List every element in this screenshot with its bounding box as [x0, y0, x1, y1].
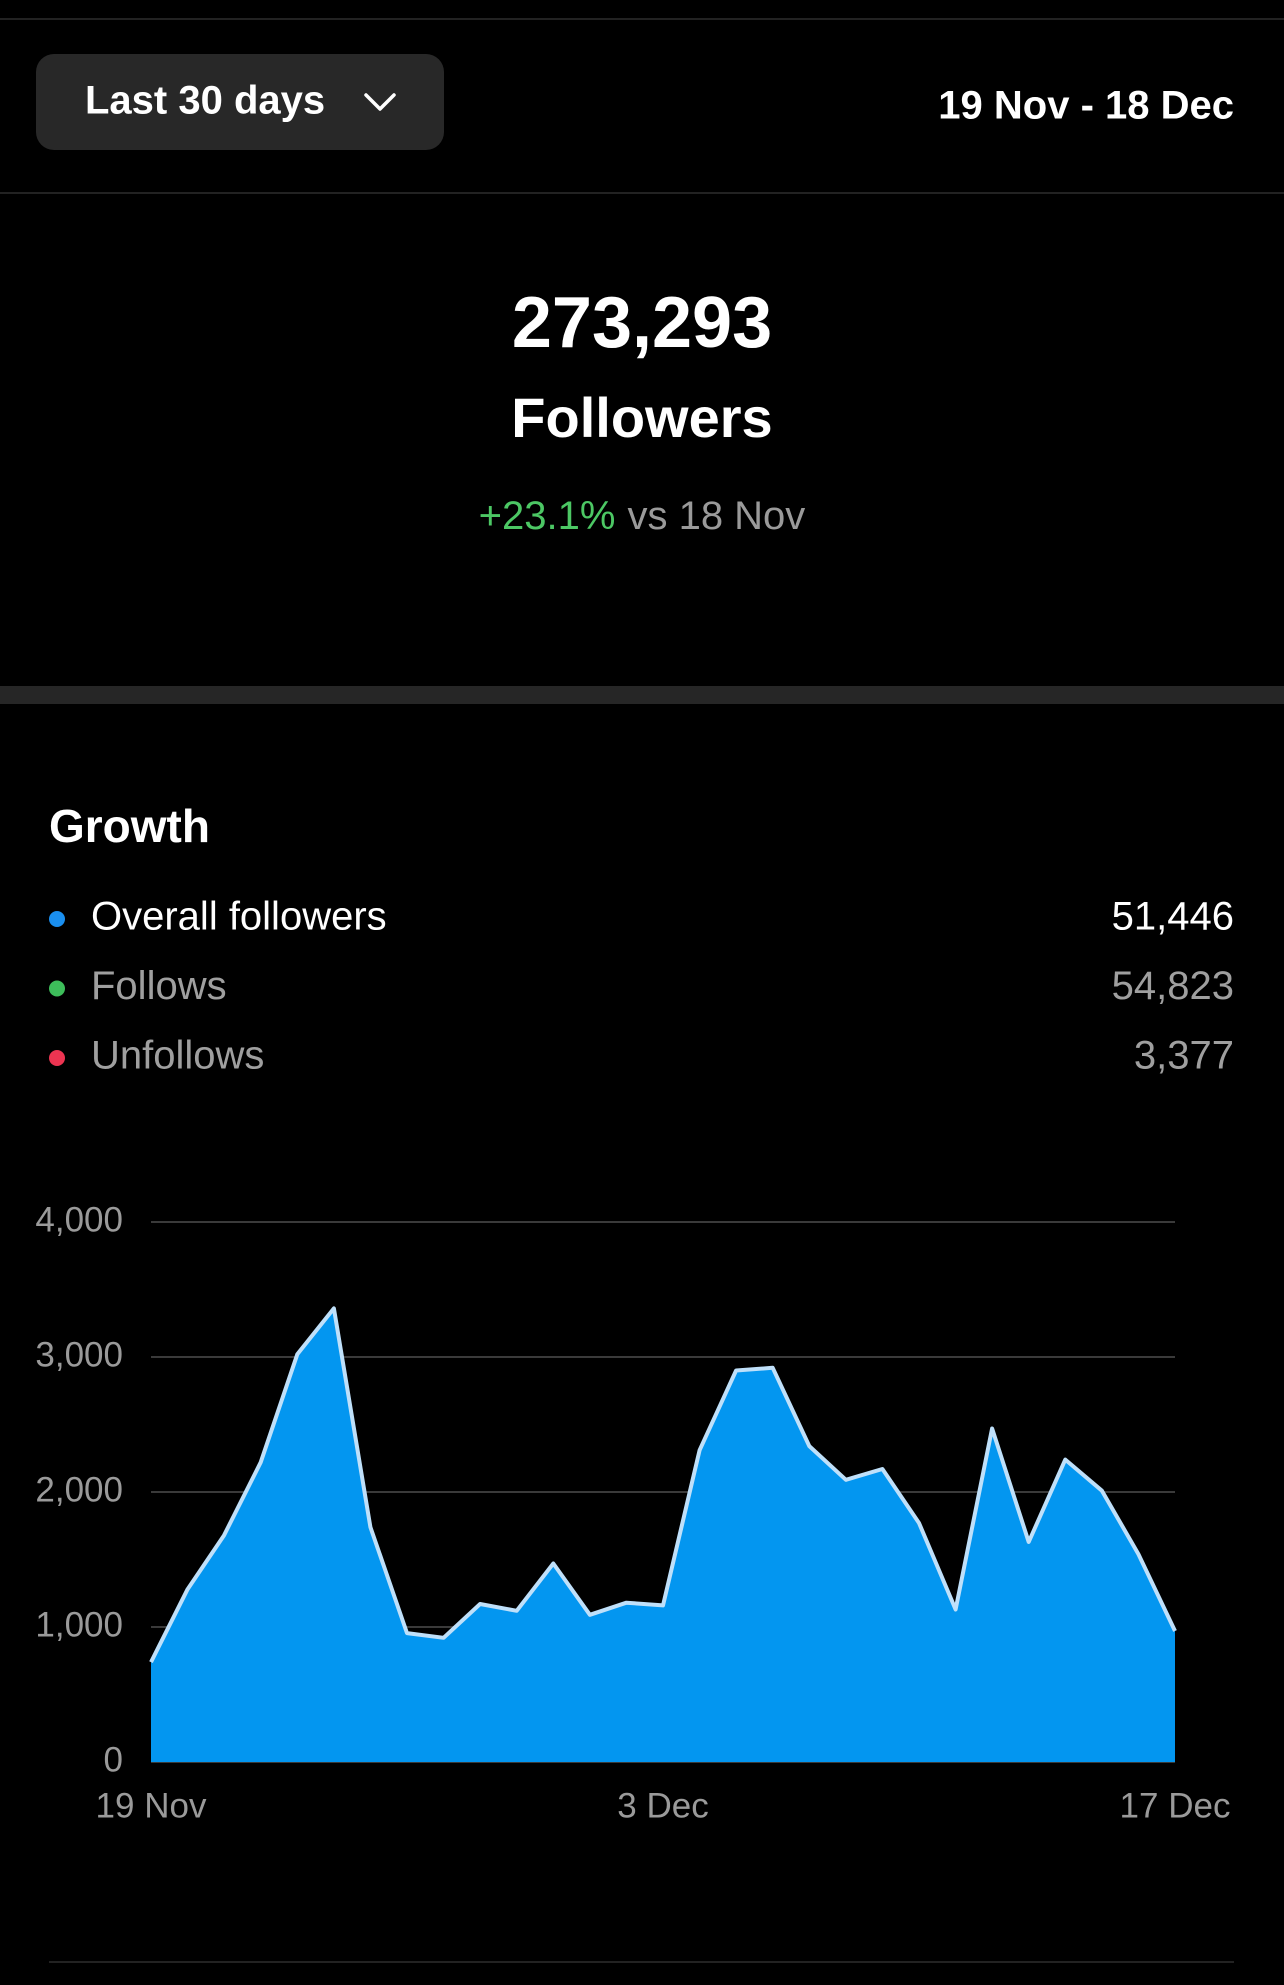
section-separator [0, 686, 1284, 704]
area-line [149, 1306, 1177, 1663]
legend-label: Overall followers [91, 895, 387, 939]
legend-label: Follows [91, 964, 227, 1008]
follower-label: Followers [511, 386, 772, 449]
legend-value: 51,446 [1112, 895, 1234, 939]
x-tick-label: 17 Dec [1120, 1786, 1231, 1825]
y-tick-label: 0 [104, 1740, 123, 1779]
legend-label: Unfollows [91, 1034, 264, 1078]
dropdown-label[interactable]: Last 30 days [85, 79, 325, 123]
comparison: vs 18 Nov [627, 494, 805, 538]
area-fill [151, 1308, 1175, 1762]
change: +23.1% [479, 494, 616, 538]
y-tick-label: 3,000 [35, 1335, 123, 1374]
legend-value: 3,377 [1134, 1034, 1234, 1078]
follower-total: 273,293 [512, 283, 772, 363]
y-tick-label: 4,000 [35, 1200, 123, 1239]
change-line: +23.1% vs 18 Nov [479, 494, 806, 538]
legend-dot [49, 911, 65, 927]
section-title: Growth [49, 800, 210, 852]
y-tick-label: 2,000 [35, 1470, 123, 1509]
legend-value: 54,823 [1112, 964, 1234, 1008]
legend: Overall followers 51,446 Follows 54,823 Unfo… [49, 895, 1234, 1078]
x-tick-label: 19 Nov [96, 1786, 207, 1825]
x-tick-label: 3 Dec [617, 1786, 708, 1825]
range-dropdown[interactable]: Last 30 days [36, 54, 444, 150]
legend-dot [49, 1050, 65, 1066]
y-tick-label: 1,000 [35, 1605, 123, 1644]
chevron[interactable] [364, 93, 396, 111]
legend-dot [49, 980, 65, 997]
dropdown-bg[interactable] [36, 54, 444, 150]
date-range: 19 Nov - 18 Dec [938, 84, 1234, 128]
chart: 0 1,000 2,000 3,000 4,000 19 Nov 3 Dec 17 Dec [35, 1200, 1230, 1825]
